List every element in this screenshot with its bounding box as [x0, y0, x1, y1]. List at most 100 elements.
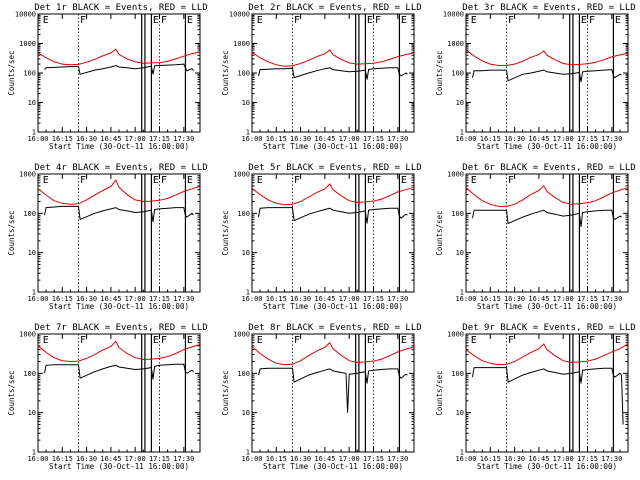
marker-label: F	[375, 15, 381, 26]
y-tick-label: 1	[32, 289, 36, 297]
series-events	[258, 207, 408, 224]
marker-label: F	[294, 335, 300, 346]
y-tick-label: 1000	[233, 331, 250, 339]
marker-label: E	[43, 15, 49, 26]
y-tick-label: 1	[246, 449, 250, 457]
x-tick-label: 16:15	[266, 295, 287, 303]
marker-label: E	[153, 15, 159, 26]
y-tick-label: 10	[28, 249, 36, 257]
panel-title: Det 1r BLACK = Events, RED = LLD	[34, 3, 207, 13]
panel-title: Det 7r BLACK = Events, RED = LLD	[34, 323, 207, 333]
x-tick-label: 17:15	[577, 135, 598, 143]
panel-title: Det 4r BLACK = Events, RED = LLD	[34, 163, 207, 173]
marker-label: E	[257, 15, 263, 26]
y-tick-label: 100	[237, 370, 250, 378]
x-tick-label: 17:00	[125, 455, 146, 463]
detector-panel-3: Det 3r BLACK = Events, RED = LLD 1 10 100 10…	[435, 3, 636, 151]
panel-title: Det 8r BLACK = Events, RED = LLD	[248, 323, 421, 333]
marker-label: F	[508, 175, 514, 186]
panel-title: Det 9r BLACK = Events, RED = LLD	[462, 323, 635, 333]
y-tick-label: 10000	[15, 11, 36, 19]
marker-label: E	[401, 335, 407, 346]
y-axis-label: Counts/sec	[221, 50, 230, 95]
marker-label: F	[294, 15, 300, 26]
marker-label: E	[581, 15, 587, 26]
x-tick-label: 16:30	[504, 455, 525, 463]
y-tick-label: 1000	[233, 171, 250, 179]
x-tick-label: 17:30	[601, 455, 622, 463]
x-tick-label: 17:15	[149, 295, 170, 303]
marker-label: E	[471, 15, 477, 26]
x-tick-label: 16:30	[290, 455, 311, 463]
x-tick-label: 16:30	[76, 135, 97, 143]
x-tick-label: 16:00	[241, 455, 262, 463]
marker-label: F	[508, 15, 514, 26]
x-tick-label: 17:00	[125, 295, 146, 303]
marker-label: F	[161, 335, 167, 346]
x-tick-label: 17:30	[173, 295, 194, 303]
x-tick-label: 17:15	[577, 295, 598, 303]
series-events	[258, 67, 408, 80]
x-axis-label: Start Time (30-Oct-11 16:00:00)	[49, 142, 189, 151]
x-tick-label: 16:15	[52, 295, 73, 303]
y-tick-label: 1	[460, 449, 464, 457]
series-lld	[251, 49, 415, 67]
y-tick-label: 10000	[443, 11, 464, 19]
marker-label: E	[471, 335, 477, 346]
x-tick-label: 17:30	[173, 455, 194, 463]
y-tick-label: 100	[23, 210, 36, 218]
x-tick-label: 17:30	[173, 135, 194, 143]
y-tick-label: 10	[242, 249, 250, 257]
series-lld	[37, 179, 201, 205]
marker-label: F	[589, 335, 595, 346]
y-tick-label: 1	[246, 129, 250, 137]
detector-panel-5: Det 5r BLACK = Events, RED = LLD 1 10 100 10…	[221, 163, 422, 311]
marker-label: E	[367, 335, 373, 346]
y-tick-label: 10	[242, 409, 250, 417]
marker-label: F	[80, 15, 86, 26]
marker-label: F	[161, 175, 167, 186]
marker-label: F	[375, 175, 381, 186]
series-events	[472, 69, 622, 82]
series-events	[44, 363, 194, 380]
y-tick-label: 10	[242, 99, 250, 107]
plot-frame	[251, 173, 415, 293]
marker-label: E	[187, 175, 193, 186]
detector-panel-9: Det 9r BLACK = Events, RED = LLD 1 10 100 10…	[435, 323, 636, 471]
detector-panel-2: Det 2r BLACK = Events, RED = LLD 1 10 100 10…	[221, 3, 422, 151]
x-tick-label: 16:45	[314, 295, 335, 303]
plot-frame	[251, 13, 415, 133]
x-tick-label: 16:00	[455, 455, 476, 463]
x-tick-label: 17:30	[387, 295, 408, 303]
plot-frame	[37, 333, 201, 453]
x-tick-label: 16:45	[528, 135, 549, 143]
y-tick-label: 1000	[447, 331, 464, 339]
x-tick-label: 17:15	[363, 295, 384, 303]
x-tick-label: 16:45	[528, 455, 549, 463]
x-tick-label: 17:15	[363, 135, 384, 143]
x-tick-label: 16:15	[480, 135, 501, 143]
x-tick-label: 17:00	[339, 455, 360, 463]
marker-label: F	[589, 175, 595, 186]
series-lld	[465, 343, 629, 366]
y-tick-label: 1	[460, 129, 464, 137]
marker-label: E	[615, 335, 621, 346]
x-tick-label: 16:00	[27, 455, 48, 463]
x-tick-label: 16:30	[290, 135, 311, 143]
y-tick-label: 1	[32, 449, 36, 457]
x-axis-label: Start Time (30-Oct-11 16:00:00)	[263, 142, 403, 151]
x-tick-label: 17:00	[339, 295, 360, 303]
plot-frame	[465, 13, 629, 133]
x-tick-label: 16:00	[241, 135, 262, 143]
series-lld	[465, 49, 629, 66]
marker-label: F	[294, 175, 300, 186]
y-tick-label: 100	[451, 210, 464, 218]
x-tick-label: 16:00	[27, 295, 48, 303]
x-tick-label: 16:15	[52, 455, 73, 463]
y-tick-label: 100	[237, 70, 250, 78]
x-tick-label: 17:15	[149, 135, 170, 143]
x-tick-label: 17:00	[553, 295, 574, 303]
series-lld	[465, 184, 629, 207]
x-tick-label: 17:30	[387, 455, 408, 463]
